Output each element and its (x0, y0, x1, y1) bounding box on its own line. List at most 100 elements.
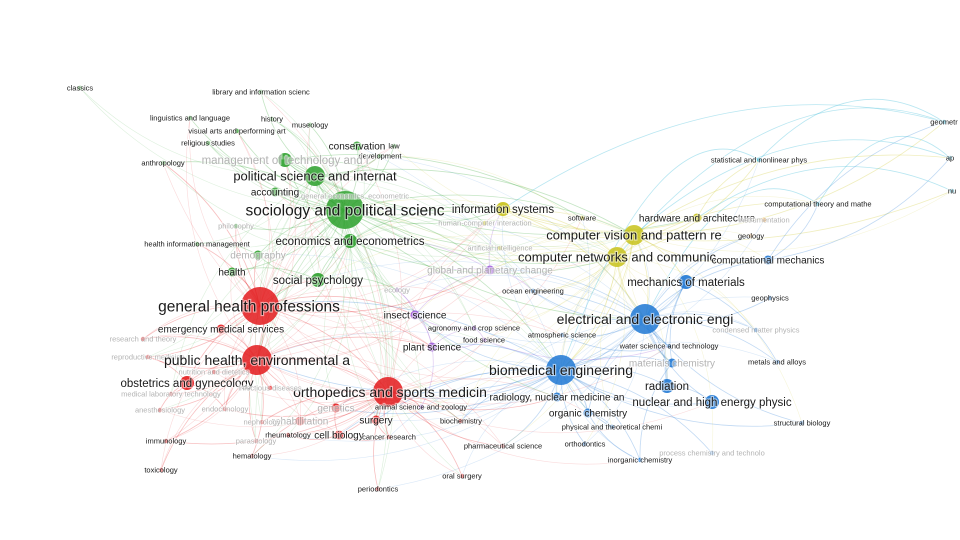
node-info_systems[interactable] (496, 202, 510, 216)
node-animal_sci[interactable] (418, 404, 424, 410)
node-classics[interactable] (77, 85, 83, 91)
node-immunology[interactable] (163, 438, 169, 444)
node-infectious[interactable] (267, 385, 273, 391)
node-structural_bio[interactable] (799, 420, 805, 426)
node-cv[interactable] (624, 225, 644, 245)
node-comp_theory[interactable] (815, 201, 821, 207)
edge-global_change-economics (349, 238, 491, 271)
node-obgyn[interactable] (180, 376, 194, 390)
node-geophysics[interactable] (767, 295, 773, 301)
node-ee[interactable] (630, 304, 660, 334)
node-anthropology[interactable] (160, 160, 166, 166)
node-radiation[interactable] (660, 379, 674, 393)
node-condensed[interactable] (753, 327, 759, 333)
node-radiology[interactable] (552, 392, 562, 402)
node-agronomy[interactable] (471, 325, 477, 331)
edge-ee-geology (644, 235, 752, 320)
node-med_lab[interactable] (168, 391, 174, 397)
node-metals[interactable] (774, 359, 780, 365)
node-comp_mech[interactable] (763, 255, 773, 265)
node-library[interactable] (258, 89, 264, 95)
node-cell_bio[interactable] (334, 430, 344, 440)
node-materials_chem[interactable] (667, 358, 677, 368)
node-philosophy[interactable] (233, 223, 239, 229)
node-visual_arts[interactable] (234, 128, 240, 134)
node-plant_sci[interactable] (427, 342, 437, 352)
node-software[interactable] (579, 215, 585, 221)
node-rehabilitation[interactable] (295, 416, 305, 426)
node-museology[interactable] (307, 122, 313, 128)
node-oral_surgery[interactable] (459, 473, 465, 479)
node-history[interactable] (269, 116, 275, 122)
node-periodontics[interactable] (375, 486, 381, 492)
node-sociology[interactable] (326, 191, 364, 229)
node-endocrinology[interactable] (222, 406, 228, 412)
node-ai[interactable] (497, 245, 503, 251)
node-social_psych[interactable] (311, 273, 325, 287)
label-infectious: infectious diseases (238, 384, 302, 393)
node-phys_theo_chem[interactable] (609, 424, 615, 430)
node-accounting[interactable] (270, 187, 280, 197)
node-geometry[interactable] (941, 119, 947, 125)
node-ecology[interactable] (394, 287, 400, 293)
node-religious[interactable] (205, 140, 211, 146)
node-public_health[interactable] (242, 345, 272, 375)
node-hardware[interactable] (692, 213, 702, 223)
node-genetics[interactable] (331, 403, 341, 413)
node-health[interactable] (227, 267, 237, 277)
node-polisci[interactable] (305, 166, 325, 186)
node-economics[interactable] (343, 234, 357, 248)
node-pharma[interactable] (500, 443, 506, 449)
node-mgmt_tech[interactable] (278, 153, 292, 167)
node-global_change[interactable] (485, 265, 495, 275)
node-hci[interactable] (482, 220, 488, 226)
node-process_chem[interactable] (709, 450, 715, 456)
node-ortho_sports[interactable] (373, 377, 403, 407)
node-instrumentation[interactable] (761, 217, 767, 223)
node-parasitology[interactable] (253, 438, 259, 444)
node-surgery[interactable] (371, 415, 381, 425)
node-research_theory[interactable] (140, 336, 146, 342)
node-reproductive[interactable] (145, 354, 151, 360)
node-food_sci[interactable] (481, 337, 487, 343)
node-linguistics[interactable] (187, 115, 193, 121)
node-anesthesiology[interactable] (157, 407, 163, 413)
node-numerical[interactable] (949, 188, 955, 194)
node-nephrology[interactable] (259, 419, 265, 425)
node-biochemistry[interactable] (458, 418, 464, 424)
node-geology[interactable] (748, 233, 754, 239)
node-inorganic_chem[interactable] (637, 457, 643, 463)
node-health_info[interactable] (194, 241, 200, 247)
label-atmospheric: atmospheric science (528, 331, 596, 340)
node-ocean_eng[interactable] (530, 288, 536, 294)
node-development[interactable] (377, 153, 383, 159)
node-applied[interactable] (947, 155, 953, 161)
edge-ortho_sports-water (387, 345, 670, 405)
node-toxicology[interactable] (158, 467, 164, 473)
node-comp_networks[interactable] (607, 247, 627, 267)
node-atmospheric[interactable] (559, 332, 565, 338)
node-insect_sci[interactable] (410, 310, 420, 320)
edge-sociology-cv (344, 194, 635, 236)
node-organic_chem[interactable] (583, 408, 593, 418)
node-demography[interactable] (253, 250, 263, 260)
label-materials_chem: materials chemistry (629, 359, 715, 370)
node-orthodontics[interactable] (582, 441, 588, 447)
node-stat_nonlinear[interactable] (756, 157, 762, 163)
edge-ortho_sports-software (387, 217, 583, 393)
node-mech_materials[interactable] (679, 275, 693, 289)
node-emergency[interactable] (216, 324, 226, 334)
node-conservation[interactable] (352, 141, 362, 151)
node-rheumatology[interactable] (285, 432, 291, 438)
edge-economics-demography (257, 236, 351, 256)
edge-comp_networks-geometry (616, 107, 945, 258)
node-biomedical_eng[interactable] (546, 355, 576, 385)
node-hematology[interactable] (249, 453, 255, 459)
node-cancer[interactable] (386, 434, 392, 440)
node-general_health[interactable] (241, 287, 279, 325)
node-nuclear[interactable] (705, 395, 719, 409)
edge-ortho_sports-comp_networks (387, 256, 618, 393)
node-law[interactable] (391, 143, 397, 149)
node-water[interactable] (666, 343, 672, 349)
node-nutrition[interactable] (211, 369, 217, 375)
